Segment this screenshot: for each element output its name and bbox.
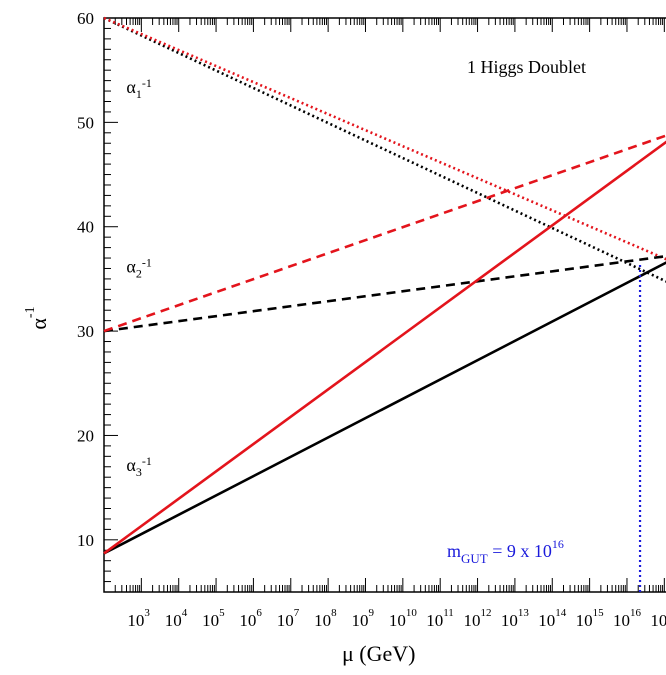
y-tick-label: 50 bbox=[77, 113, 94, 132]
y-tick-label: 10 bbox=[77, 531, 94, 550]
y-axis-label: α-1 bbox=[23, 306, 51, 329]
x-tick-label: 1014 bbox=[538, 607, 567, 630]
x-tick-label: 1017 bbox=[650, 607, 666, 630]
y-tick-label: 30 bbox=[77, 322, 94, 341]
x-tick-label: 108 bbox=[314, 607, 337, 630]
x-tick-label: 107 bbox=[277, 607, 300, 630]
series-line bbox=[103, 261, 666, 555]
series-line bbox=[103, 16, 666, 261]
x-tick-label: 106 bbox=[239, 607, 262, 630]
y-tick-label: 20 bbox=[77, 426, 94, 445]
x-tick-label: 1010 bbox=[389, 607, 418, 630]
x-tick-label: 103 bbox=[127, 607, 150, 630]
series-line bbox=[103, 16, 666, 283]
x-tick-label: 109 bbox=[351, 607, 374, 630]
x-tick-label: 1012 bbox=[464, 607, 492, 630]
curve-label: α3-1 bbox=[126, 454, 151, 479]
series-line bbox=[103, 134, 666, 333]
plot-frame bbox=[103, 17, 666, 593]
x-tick-label: 1013 bbox=[501, 607, 529, 630]
series-line bbox=[103, 254, 666, 333]
series-line bbox=[103, 140, 666, 555]
curve-label: α1-1 bbox=[126, 76, 151, 101]
higgs-doublet-label: 1 Higgs Doublet bbox=[467, 57, 586, 77]
y-tick-label: 60 bbox=[77, 9, 94, 28]
y-tick-label: 40 bbox=[77, 218, 94, 237]
x-tick-label: 1011 bbox=[426, 607, 454, 630]
x-tick-label: 1015 bbox=[576, 607, 605, 630]
x-tick-label: 1016 bbox=[613, 607, 642, 630]
gut-label: mGUT = 9 x 1016 bbox=[447, 537, 564, 566]
x-tick-label: 105 bbox=[202, 607, 225, 630]
x-axis-label: μ (GeV) bbox=[342, 641, 416, 666]
curve-label: α2-1 bbox=[126, 256, 151, 281]
x-tick-label: 104 bbox=[165, 607, 188, 630]
